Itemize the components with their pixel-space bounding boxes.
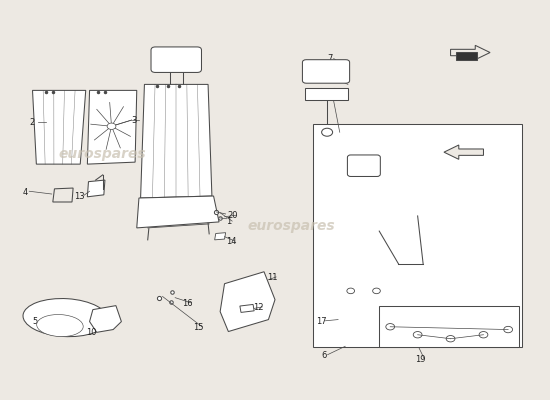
Bar bbox=[379, 306, 519, 348]
Bar bbox=[314, 124, 522, 348]
Bar bbox=[456, 52, 477, 60]
Polygon shape bbox=[32, 90, 86, 164]
Text: 18: 18 bbox=[407, 336, 417, 345]
Circle shape bbox=[386, 324, 394, 330]
FancyBboxPatch shape bbox=[348, 155, 381, 176]
Polygon shape bbox=[87, 90, 137, 164]
Polygon shape bbox=[220, 272, 275, 332]
Text: 19: 19 bbox=[415, 355, 426, 364]
Text: 10: 10 bbox=[86, 328, 96, 337]
Text: 11: 11 bbox=[267, 273, 278, 282]
Text: 12: 12 bbox=[254, 303, 264, 312]
FancyBboxPatch shape bbox=[151, 47, 201, 72]
Text: 7: 7 bbox=[327, 54, 333, 63]
Polygon shape bbox=[450, 45, 490, 60]
Circle shape bbox=[322, 128, 333, 136]
Polygon shape bbox=[53, 188, 73, 202]
Text: 3: 3 bbox=[131, 116, 137, 125]
Circle shape bbox=[413, 332, 422, 338]
Polygon shape bbox=[90, 306, 122, 332]
Polygon shape bbox=[141, 84, 212, 198]
Text: 20: 20 bbox=[228, 211, 238, 220]
Text: 14: 14 bbox=[226, 237, 236, 246]
Ellipse shape bbox=[23, 298, 108, 337]
Text: 8: 8 bbox=[326, 73, 332, 82]
Circle shape bbox=[347, 288, 355, 294]
Polygon shape bbox=[137, 196, 219, 228]
Text: 1: 1 bbox=[226, 218, 231, 226]
Circle shape bbox=[479, 332, 488, 338]
Ellipse shape bbox=[37, 314, 83, 336]
Polygon shape bbox=[379, 193, 460, 231]
Text: 4: 4 bbox=[23, 188, 28, 196]
Circle shape bbox=[504, 326, 513, 333]
Text: 16: 16 bbox=[182, 299, 192, 308]
Circle shape bbox=[446, 336, 455, 342]
Text: 2: 2 bbox=[29, 118, 35, 127]
Text: 5: 5 bbox=[32, 317, 37, 326]
Text: eurospares: eurospares bbox=[58, 147, 146, 161]
Text: eurospares: eurospares bbox=[248, 219, 336, 233]
Text: 9: 9 bbox=[326, 91, 332, 100]
Polygon shape bbox=[87, 180, 105, 197]
Text: 17: 17 bbox=[316, 317, 327, 326]
Text: 13: 13 bbox=[74, 192, 85, 200]
Polygon shape bbox=[444, 145, 483, 159]
Polygon shape bbox=[349, 176, 379, 296]
Text: 6: 6 bbox=[322, 351, 327, 360]
Text: 15: 15 bbox=[193, 323, 204, 332]
Circle shape bbox=[107, 123, 116, 130]
Polygon shape bbox=[240, 304, 254, 312]
Circle shape bbox=[373, 288, 381, 294]
Bar bbox=[305, 88, 348, 100]
Polygon shape bbox=[214, 233, 225, 240]
FancyBboxPatch shape bbox=[302, 60, 350, 83]
